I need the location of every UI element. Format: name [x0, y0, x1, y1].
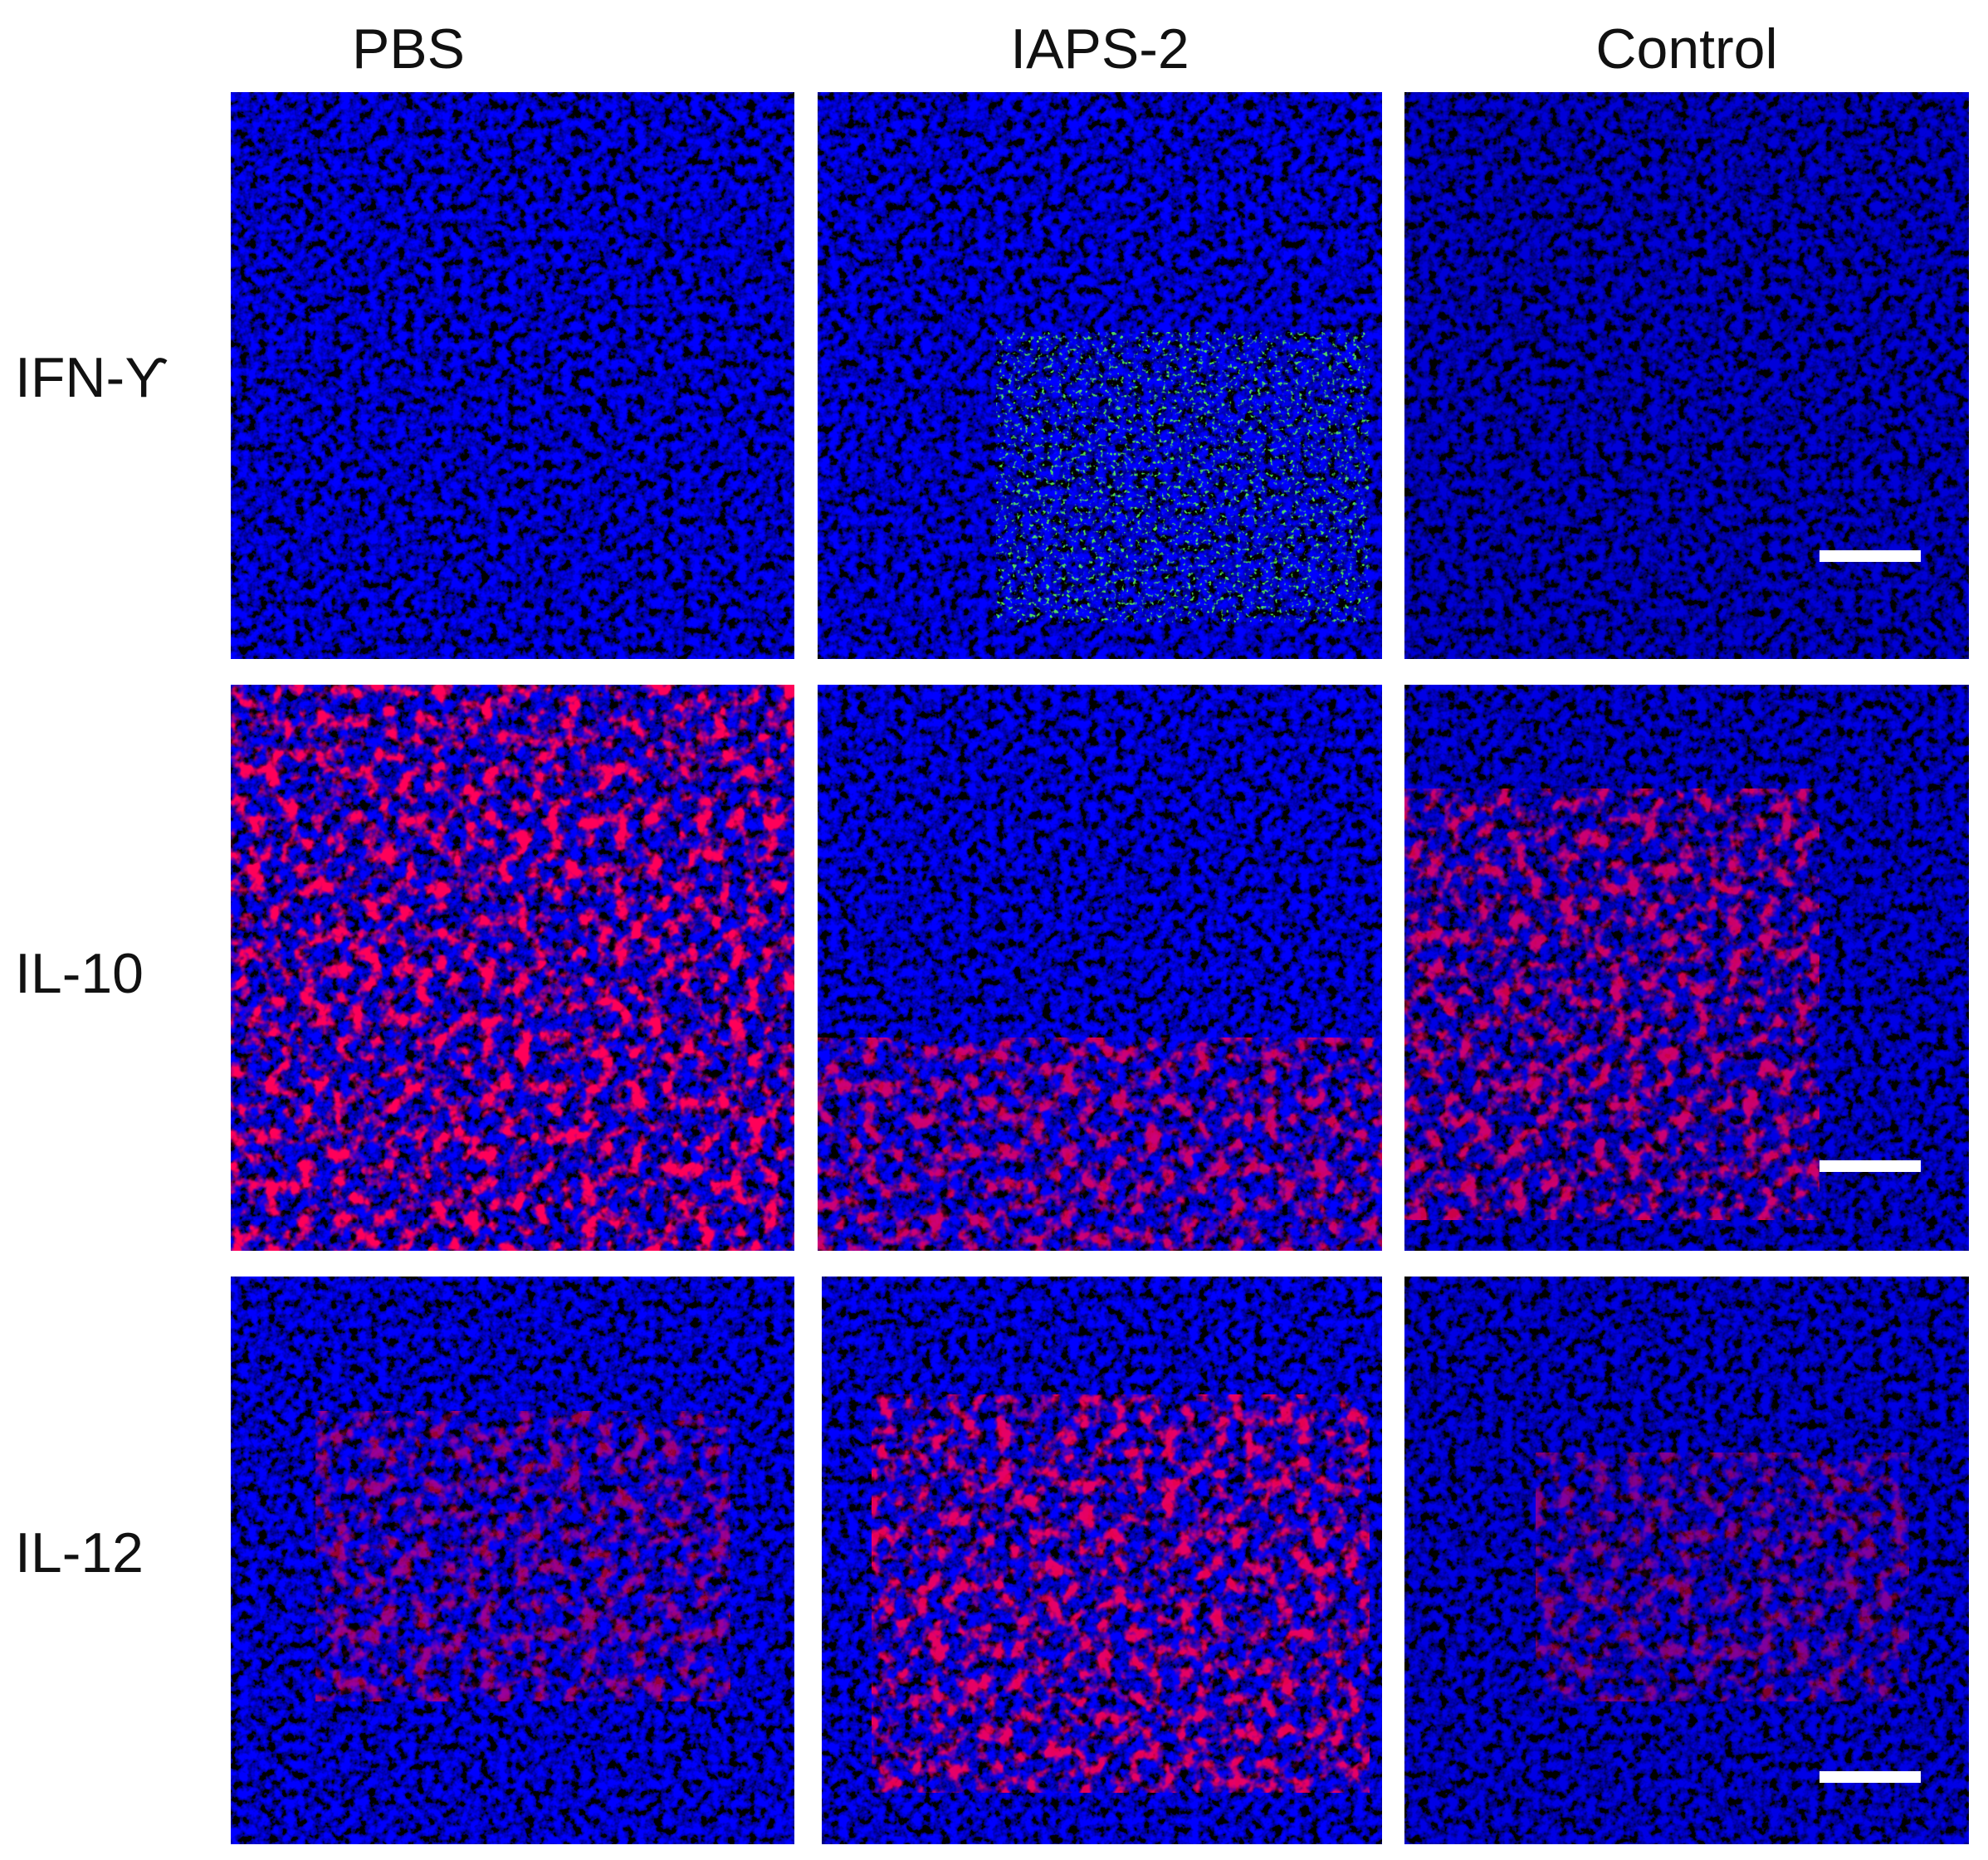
- image-region: [231, 685, 794, 1251]
- column-label: IAPS-2: [1010, 17, 1189, 81]
- image-region: [1404, 92, 1969, 659]
- image-region: [1404, 788, 1819, 1220]
- row-label: IL-12: [15, 1521, 144, 1584]
- image-region: [1819, 1771, 1921, 1783]
- image-region: [1536, 1452, 1909, 1701]
- panels: [231, 92, 1969, 1844]
- image-region: [872, 1394, 1370, 1793]
- row-label: IFN-ϒ: [15, 346, 169, 409]
- image-region: [315, 1411, 730, 1701]
- row-label: IL-10: [15, 942, 144, 1005]
- column-label: Control: [1595, 17, 1778, 81]
- image-region: [1819, 1160, 1921, 1172]
- image-region: [231, 92, 794, 659]
- image-region: [1819, 550, 1921, 562]
- column-label: PBS: [351, 17, 466, 81]
- image-region: [996, 332, 1370, 622]
- image-region: [818, 1037, 1382, 1251]
